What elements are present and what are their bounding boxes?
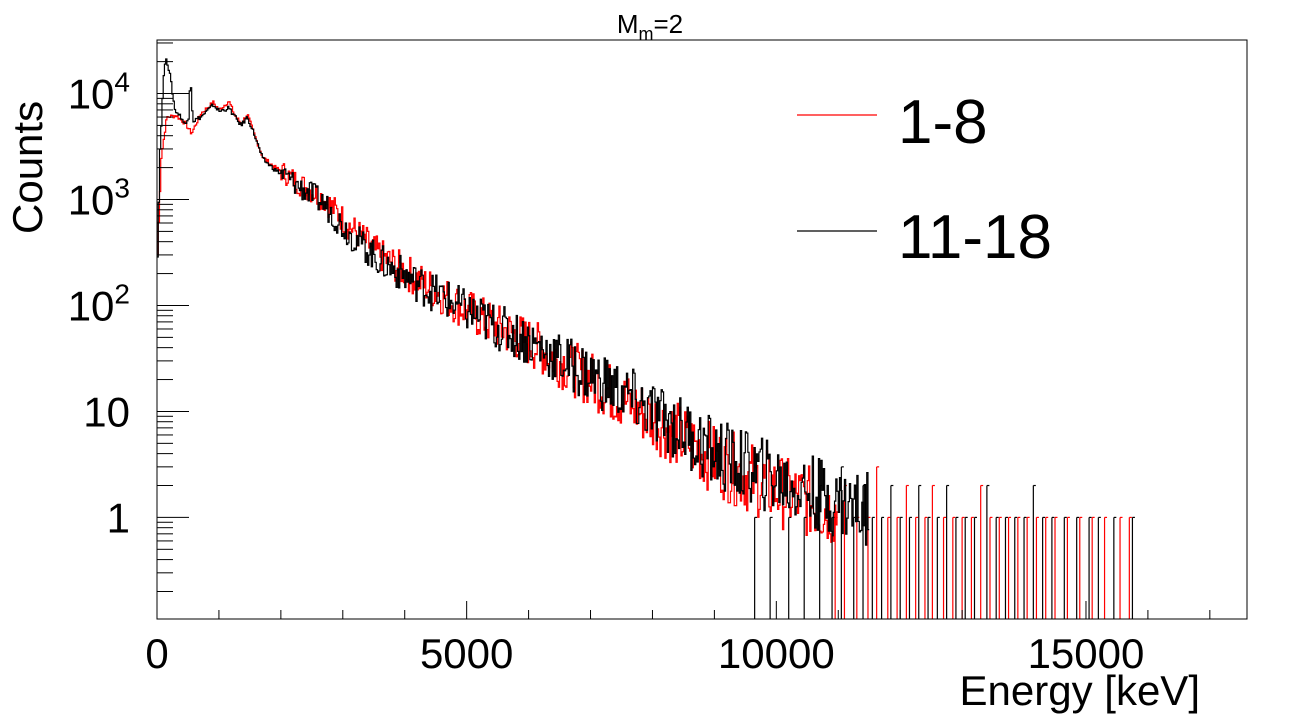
- series-layer: [157, 58, 1135, 619]
- y-axis-label: Counts: [4, 101, 51, 234]
- chart-title: Mm=2: [617, 9, 683, 44]
- x-tick-label: 15000: [1028, 630, 1145, 677]
- x-tick-label: 10000: [718, 630, 835, 677]
- y-tick-label: 103: [68, 173, 130, 224]
- series-line: [157, 58, 870, 546]
- y-tick-label: 10: [83, 388, 130, 435]
- legend: 1-8 11-18: [797, 88, 1052, 272]
- x-tick-label: 5000: [420, 630, 513, 677]
- series-11-18: [157, 58, 1135, 619]
- x-axis-label: Energy [keV]: [960, 667, 1200, 714]
- y-tick-label: 1: [107, 494, 130, 541]
- series-1-8: [157, 100, 1132, 619]
- series-line: [157, 100, 839, 543]
- x-tick-label: 0: [145, 630, 168, 677]
- legend-label-1-8: 1-8: [898, 88, 988, 157]
- legend-label-11-18: 11-18: [898, 203, 1052, 272]
- y-tick-label: 102: [68, 278, 130, 329]
- plot-frame: [156, 39, 1248, 620]
- y-tick-label: 104: [68, 67, 130, 118]
